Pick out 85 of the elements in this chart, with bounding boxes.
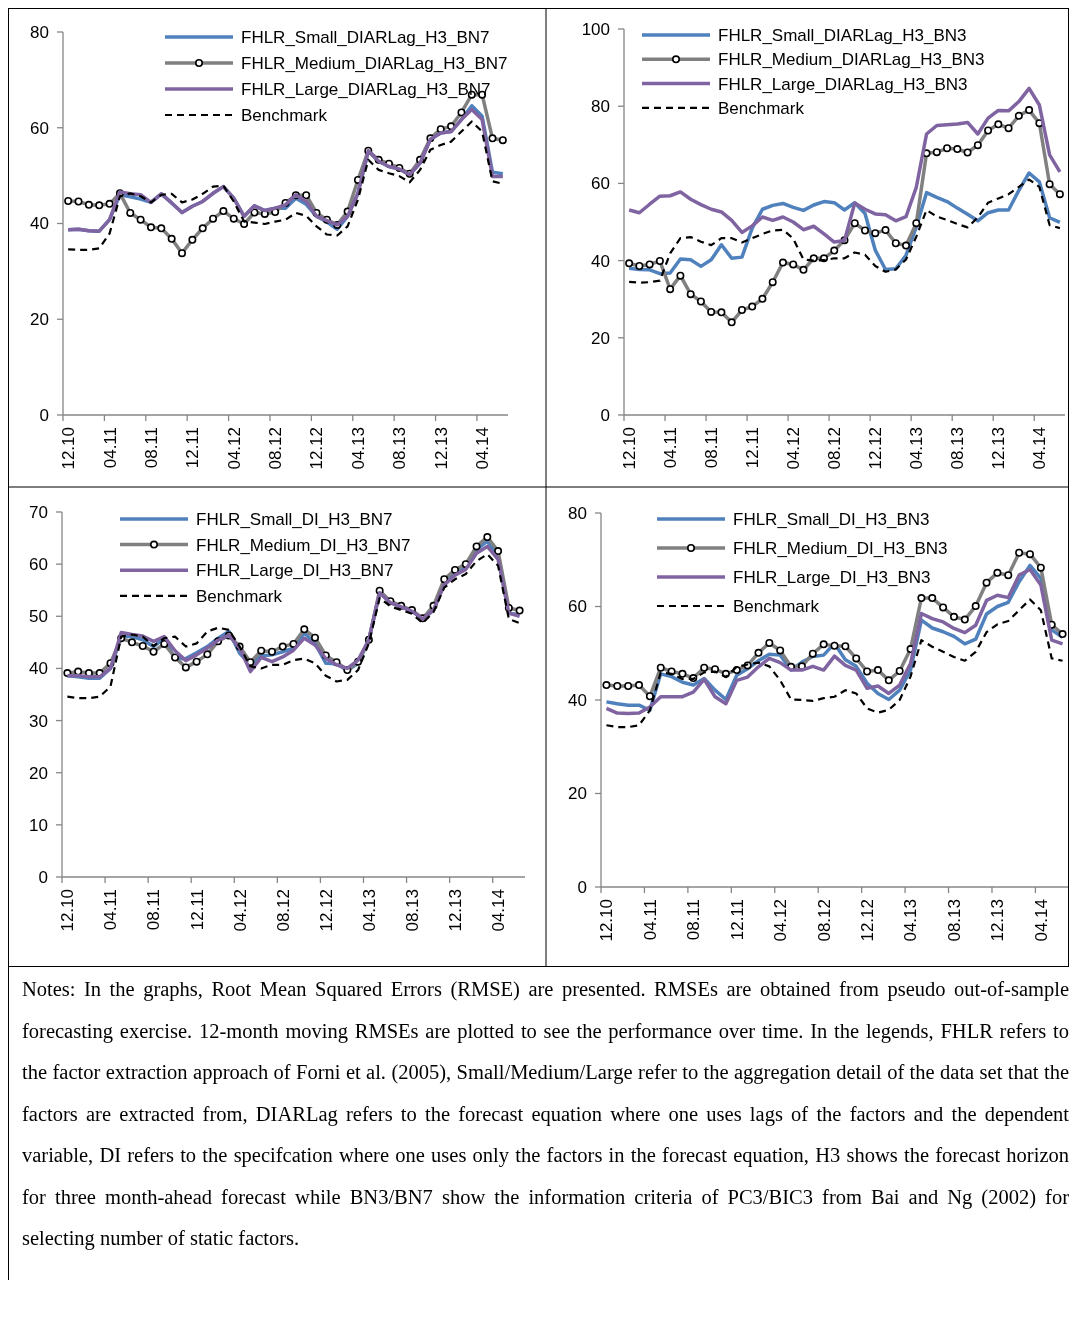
x-tick-label: 04.14: [489, 889, 509, 932]
x-tick-label: 08.11: [144, 889, 164, 931]
x-tick-label: 12.10: [620, 427, 640, 470]
y-tick-label: 80: [30, 22, 49, 42]
legend-label: FHLR_Large_DIARLag_H3_BN3: [718, 74, 968, 94]
legend-label: FHLR_Small_DI_H3_BN7: [196, 509, 393, 529]
legend-label: Benchmark: [241, 105, 328, 125]
legend-label: FHLR_Medium_DI_H3_BN7: [196, 535, 411, 555]
legend-label: FHLR_Medium_DI_H3_BN3: [733, 538, 948, 558]
legend-label: FHLR_Small_DIARLag_H3_BN7: [241, 27, 490, 47]
legend-label: FHLR_Small_DI_H3_BN3: [733, 509, 930, 529]
y-tick-label: 40: [591, 251, 610, 271]
x-tick-label: 08.12: [266, 427, 286, 470]
x-tick-label: 04.14: [1031, 899, 1051, 942]
y-tick-label: 0: [600, 405, 610, 425]
y-tick-label: 40: [29, 659, 48, 679]
y-tick-label: 0: [38, 867, 48, 887]
y-tick-label: 20: [568, 784, 587, 804]
legend-label: Benchmark: [733, 596, 820, 616]
x-tick-label: 08.11: [702, 427, 722, 469]
x-tick-label: 08.11: [141, 427, 161, 469]
legend-label: FHLR_Medium_DIARLag_H3_BN3: [718, 50, 985, 70]
x-tick-label: 04.13: [901, 899, 921, 942]
y-tick-label: 0: [577, 877, 587, 897]
legend-label: FHLR_Large_DI_H3_BN3: [733, 567, 931, 587]
x-tick-label: 12.13: [988, 899, 1008, 942]
legend-label: Benchmark: [196, 586, 283, 606]
x-tick-label: 04.11: [101, 889, 121, 931]
y-tick-label: 70: [29, 502, 48, 522]
x-tick-label: 12.11: [727, 899, 747, 941]
x-tick-label: 08.13: [402, 889, 422, 932]
x-tick-label: 12.11: [183, 427, 203, 469]
x-tick-label: 12.11: [743, 427, 763, 469]
y-tick-label: 30: [29, 711, 48, 731]
legend-label: Benchmark: [718, 98, 805, 118]
x-tick-label: 08.13: [944, 899, 964, 942]
y-tick-label: 80: [568, 503, 587, 523]
x-tick-label: 08.12: [273, 889, 293, 932]
x-tick-label: 04.14: [473, 427, 493, 470]
x-tick-label: 04.13: [348, 427, 368, 470]
x-tick-label: 08.12: [814, 899, 834, 942]
x-tick-label: 12.12: [866, 427, 886, 470]
x-tick-label: 08.12: [825, 427, 845, 470]
y-tick-label: 60: [568, 597, 587, 617]
legend-label: FHLR_Small_DIARLag_H3_BN3: [718, 25, 967, 45]
legend-label: FHLR_Medium_DIARLag_H3_BN7: [241, 53, 508, 73]
x-tick-label: 04.11: [100, 427, 120, 469]
x-tick-label: 04.12: [771, 899, 791, 942]
x-tick-label: 04.11: [640, 899, 660, 941]
x-tick-label: 12.11: [187, 889, 207, 931]
x-tick-label: 12.13: [431, 427, 451, 470]
y-tick-label: 0: [39, 405, 49, 425]
y-tick-label: 60: [30, 118, 49, 138]
y-tick-label: 20: [30, 310, 49, 330]
x-tick-label: 04.12: [784, 427, 804, 470]
y-tick-label: 60: [29, 555, 48, 575]
y-tick-label: 40: [568, 690, 587, 710]
y-tick-label: 40: [30, 214, 49, 234]
x-tick-label: 12.10: [59, 427, 79, 470]
x-tick-label: 04.11: [661, 427, 681, 469]
x-tick-label: 08.13: [948, 427, 968, 470]
x-tick-label: 12.12: [316, 889, 336, 932]
x-tick-label: 04.12: [230, 889, 250, 932]
y-tick-label: 100: [581, 19, 610, 39]
x-tick-label: 04.13: [907, 427, 927, 470]
x-tick-label: 08.13: [390, 427, 410, 470]
x-tick-label: 12.10: [58, 889, 78, 932]
text: Notes: In the graphs, Root Mean Squared Errors (RMSE) are presented. RMSEs are obtained from pseudo out-of-sample forecasting exercise. 12-month moving RMSEs are plotted to see the performance over time. In the legends, FHLR refers to the factor extraction approach of Forni et al. (2005), Small/Medium/Large refer to the aggregation detail of the data set that the factors are extracted from, DIARLag refers to the forecast equation where one uses lags of the factors and the dependent variable, DI refers to the specifcation where one uses only the factors in the forecast equation, H3 shows the forecast horizon for three month-ahead forecast while BN3/BN7 show the information criteria of PC3/BIC3 from Bai and Ng (2002) for selecting number of static factors.: [22, 977, 1069, 1252]
x-tick-label: 12.10: [597, 899, 617, 942]
x-tick-label: 04.12: [224, 427, 244, 470]
y-tick-label: 80: [591, 97, 610, 117]
legend-label: FHLR_Large_DIARLag_H3_BN7: [241, 79, 491, 99]
y-tick-label: 20: [591, 328, 610, 348]
x-tick-label: 04.14: [1030, 427, 1050, 470]
y-tick-label: 10: [29, 815, 48, 835]
x-tick-label: 04.13: [359, 889, 379, 932]
legend-label: FHLR_Large_DI_H3_BN7: [196, 561, 394, 581]
y-tick-label: 20: [29, 763, 48, 783]
y-tick-label: 60: [591, 174, 610, 194]
x-tick-label: 12.12: [858, 899, 878, 942]
y-tick-label: 50: [29, 607, 48, 627]
x-tick-label: 12.12: [307, 427, 327, 470]
x-tick-label: 08.11: [684, 899, 704, 941]
x-tick-label: 12.13: [989, 427, 1009, 470]
x-tick-label: 12.13: [445, 889, 465, 932]
